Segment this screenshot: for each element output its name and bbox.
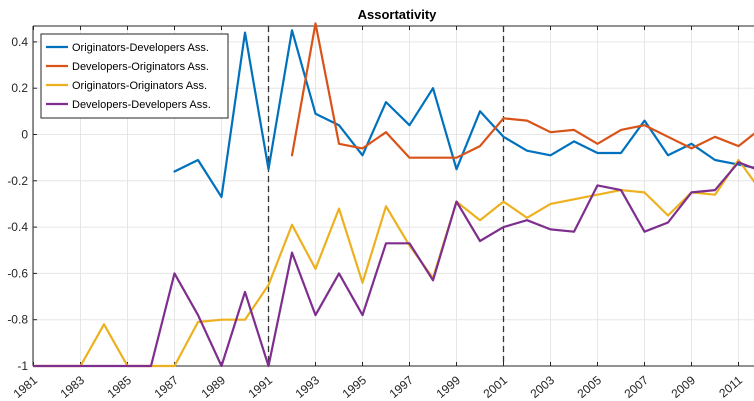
series-line-developers-developers-ass — [33, 161, 754, 368]
x-tick-label: 2007 — [622, 373, 652, 401]
legend: Originators-Developers Ass. Developers-Or… — [40, 33, 229, 119]
y-tick-label: -0.8 — [7, 313, 28, 327]
series-line-originators-originators-ass — [33, 158, 754, 368]
y-tick-label: -1 — [17, 359, 28, 373]
x-tick-label: 1981 — [11, 373, 41, 401]
x-tick-label: 2005 — [575, 373, 605, 401]
y-tick-label: 0.2 — [11, 81, 28, 95]
series-line-originators-developers-ass — [173, 29, 754, 199]
legend-label: Developers-Developers Ass. — [72, 99, 211, 111]
x-tick-label: 2003 — [528, 373, 558, 401]
reference-lines — [267, 26, 505, 366]
legend-label: Developers-Originators Ass. — [72, 61, 209, 73]
y-tick-label: -0.6 — [7, 266, 28, 280]
x-tick-label: 2001 — [481, 373, 511, 401]
series-line-developers-originators-ass — [290, 22, 754, 159]
x-tick-label: 1997 — [387, 373, 417, 401]
x-tick-label: 2011 — [716, 373, 745, 401]
y-tick-label: 0.4 — [11, 35, 28, 49]
legend-label: Originators-Originators Ass. — [72, 80, 207, 92]
y-tick-label: 0 — [21, 128, 28, 142]
y-tick-labels: -1 -0.8 -0.6 -0.4 -0.2 0 0.2 0.4 — [7, 35, 28, 373]
x-tick-label: 1987 — [152, 373, 182, 401]
x-tick-label: 1993 — [293, 373, 323, 401]
x-tick-label: 1989 — [199, 373, 229, 401]
x-tick-label: 1995 — [340, 373, 370, 401]
y-tick-label: -0.2 — [7, 174, 28, 188]
x-tick-label: 1983 — [58, 373, 88, 401]
x-tick-label: 1991 — [246, 373, 276, 401]
series-lines — [33, 22, 754, 368]
chart-title: Assortativity — [358, 7, 438, 22]
legend-box — [40, 33, 229, 119]
y-tick-label: -0.4 — [7, 220, 28, 234]
x-tick-labels: 1981 1983 1985 1987 1989 1991 1993 1995 1997 1999… — [11, 373, 746, 401]
x-tick-label: 1999 — [434, 373, 464, 401]
x-tick-label: 1985 — [105, 373, 135, 401]
legend-label: Originators-Developers Ass. — [72, 42, 209, 54]
x-tick-label: 2009 — [669, 373, 699, 401]
